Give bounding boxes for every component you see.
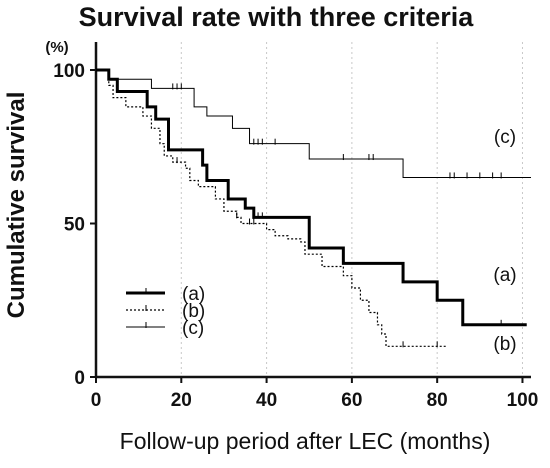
- series-lines: (a)(b)(c): [96, 68, 531, 355]
- series-end-label: (c): [494, 127, 516, 148]
- y-unit-label: (%): [45, 39, 68, 56]
- series-end-label: (b): [493, 334, 516, 355]
- x-axis-label: Follow-up period after LEC (months): [120, 428, 491, 454]
- x-tick-label: 80: [427, 390, 448, 411]
- tick-labels: 0 20 40 60 80 100 0 50 100: [53, 61, 538, 411]
- series-line-1: [96, 69, 446, 347]
- y-tick-label: 0: [74, 368, 85, 389]
- axes: [94, 42, 531, 379]
- x-tick-label: 60: [341, 390, 362, 411]
- series-line-0: [96, 68, 527, 327]
- x-tick-label: 0: [91, 390, 102, 411]
- legend-label: (b): [182, 301, 205, 322]
- legend: (a)(b)(c): [126, 284, 205, 339]
- y-tick-label: 100: [53, 61, 85, 82]
- series-end-label: (a): [493, 265, 516, 286]
- legend-label: (c): [182, 318, 204, 339]
- grid-lines: [180, 42, 523, 377]
- x-tick-label: 20: [171, 390, 192, 411]
- y-axis-label: Cumulative survival: [3, 92, 30, 319]
- chart-title: Survival rate with three criteria: [79, 2, 475, 32]
- legend-label: (a): [182, 284, 205, 305]
- series-line-2: [96, 69, 531, 178]
- x-tick-label: 100: [507, 390, 539, 411]
- y-tick-label: 50: [64, 215, 85, 236]
- x-tick-label: 40: [256, 390, 277, 411]
